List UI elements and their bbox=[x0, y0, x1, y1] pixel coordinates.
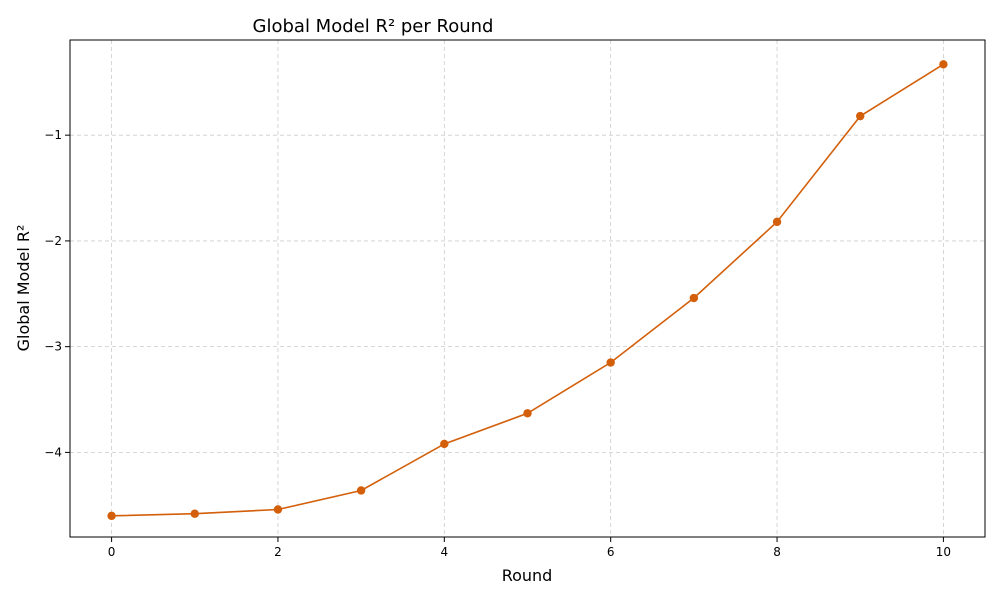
grid bbox=[70, 40, 985, 537]
data-point bbox=[772, 217, 782, 227]
y-tick-label: −2 bbox=[44, 234, 62, 248]
plot-frame bbox=[69, 39, 986, 538]
y-ticks: −4 −3 −2 −1 bbox=[44, 128, 70, 459]
data-point bbox=[273, 505, 283, 514]
data-point bbox=[689, 293, 699, 303]
y-tick-label: −1 bbox=[44, 128, 62, 142]
data-point bbox=[606, 358, 615, 367]
x-tick-label: 4 bbox=[440, 545, 448, 559]
x-tick-label: 6 bbox=[607, 545, 615, 559]
data-point bbox=[356, 486, 366, 495]
y-tick-label: −4 bbox=[44, 445, 62, 459]
data-point bbox=[190, 509, 199, 518]
y-tick-label: −3 bbox=[44, 340, 62, 354]
x-tick-label: 2 bbox=[274, 545, 282, 559]
x-axis-label: Round bbox=[502, 566, 553, 585]
data-point bbox=[939, 60, 948, 69]
x-tick-label: 10 bbox=[936, 545, 951, 559]
x-tick-label: 8 bbox=[773, 545, 781, 559]
data-point bbox=[856, 111, 865, 121]
x-ticks: 0 2 4 6 8 10 bbox=[108, 537, 951, 559]
data-point bbox=[440, 439, 449, 449]
series-layer bbox=[107, 60, 948, 521]
chart-title: Global Model R² per Round bbox=[253, 16, 494, 37]
x-tick-label: 0 bbox=[108, 545, 116, 559]
y-axis-label: Global Model R² bbox=[14, 225, 33, 352]
data-point bbox=[523, 409, 532, 418]
data-point bbox=[107, 511, 116, 521]
series-line bbox=[111, 63, 944, 517]
